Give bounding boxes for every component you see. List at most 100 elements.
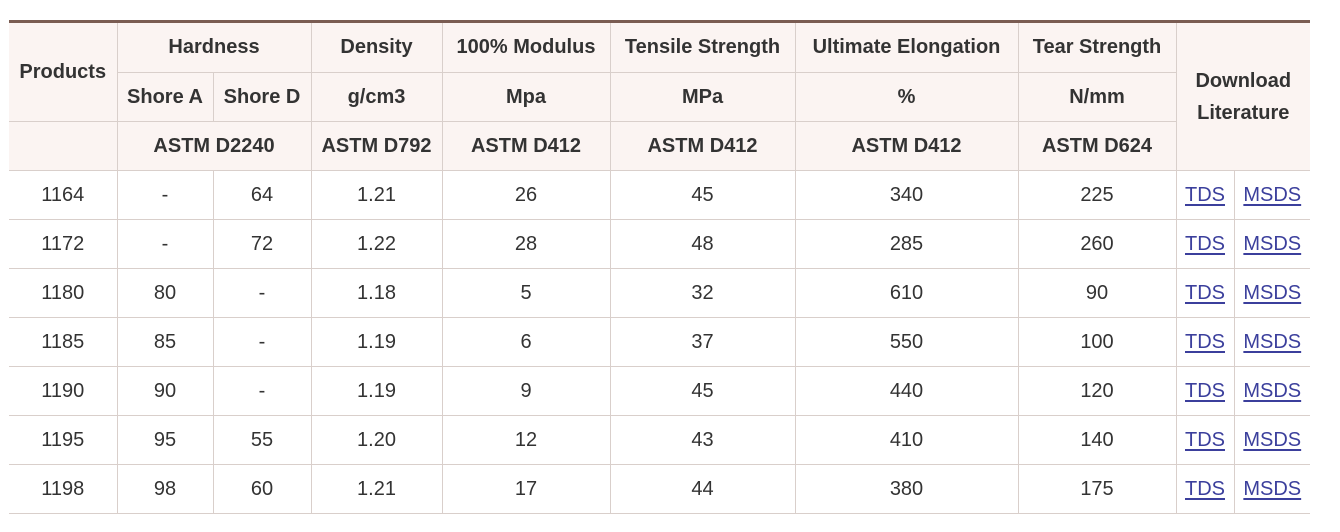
msds-link[interactable]: MSDS [1243,232,1302,255]
cell-modulus: 5 [441,268,611,318]
cell-tear: 140 [1017,415,1177,465]
table-row: 1172-72 1.22 28 48 285 260 TDS MSDS [9,219,1311,269]
cell-product: 1190 [9,366,118,416]
cell-modulus: 12 [441,415,611,465]
header-download-line2: Literature [1197,101,1290,124]
cell-density: 1.22 [310,219,443,269]
tds-link[interactable]: TDS [1185,477,1225,500]
header-download-literature: Download Literature [1175,21,1311,171]
cell-shore-a: - [116,170,214,220]
header-shore-a: Shore A [116,72,214,122]
cell-tensile: 32 [609,268,796,318]
cell-product: 1185 [9,317,118,367]
cell-density: 1.21 [310,464,443,514]
cell-tensile: 37 [609,317,796,367]
header-tear: Tear Strength [1017,21,1177,73]
table-body: 1164-64 1.21 26 45 340 225 TDS MSDS 1172-72 1.22 2… [9,170,1311,514]
cell-shore-a: 95 [116,415,214,465]
cell-shore-d: - [212,317,312,367]
cell-modulus: 9 [441,366,611,416]
cell-shore-d: 72 [212,219,312,269]
cell-product: 1172 [9,219,118,269]
cell-msds: MSDS [1233,366,1311,416]
table-row: 1198 98 60 1.21 17 44 380 175 TDS MSDS [9,464,1311,514]
cell-tensile: 45 [609,366,796,416]
header-hardness: Hardness [116,21,312,73]
cell-product: 1164 [9,170,118,220]
cell-density: 1.18 [310,268,443,318]
spec-table-container: Products Hardness Density 100% Modulus T… [9,20,1311,514]
header-tear-unit: N/mm [1017,72,1177,122]
cell-elongation: 550 [794,317,1019,367]
header-std-tensile: ASTM D412 [609,121,796,171]
cell-msds: MSDS [1233,415,1311,465]
cell-shore-a: 98 [116,464,214,514]
cell-tear: 90 [1017,268,1177,318]
cell-elongation: 440 [794,366,1019,416]
cell-shore-d: - [212,366,312,416]
cell-elongation: 610 [794,268,1019,318]
cell-tear: 100 [1017,317,1177,367]
cell-density: 1.20 [310,415,443,465]
header-density: Density [310,21,443,73]
cell-msds: MSDS [1233,317,1311,367]
cell-elongation: 340 [794,170,1019,220]
header-elongation: Ultimate Elongation [794,21,1019,73]
msds-link[interactable]: MSDS [1243,330,1302,353]
cell-elongation: 380 [794,464,1019,514]
tds-link[interactable]: TDS [1185,232,1225,255]
header-shore-d: Shore D [212,72,312,122]
cell-tds: TDS [1175,415,1235,465]
msds-link[interactable]: MSDS [1243,183,1302,206]
cell-tensile: 43 [609,415,796,465]
cell-tensile: 45 [609,170,796,220]
msds-link[interactable]: MSDS [1243,379,1302,402]
msds-link[interactable]: MSDS [1243,477,1302,500]
cell-shore-a: 90 [116,366,214,416]
cell-density: 1.19 [310,366,443,416]
msds-link[interactable]: MSDS [1243,281,1302,304]
cell-modulus: 6 [441,317,611,367]
header-std-elongation: ASTM D412 [794,121,1019,171]
header-tensile: Tensile Strength [609,21,796,73]
header-tensile-unit: MPa [609,72,796,122]
cell-shore-a: - [116,219,214,269]
tds-link[interactable]: TDS [1185,379,1225,402]
cell-tds: TDS [1175,170,1235,220]
tds-link[interactable]: TDS [1185,183,1225,206]
header-modulus: 100% Modulus [441,21,611,73]
header-standard-blank [9,121,118,171]
header-download-line1: Download [1195,69,1292,92]
table-row: 1195 95 55 1.20 12 43 410 140 TDS MSDS [9,415,1311,465]
cell-tear: 120 [1017,366,1177,416]
table-header: Products Hardness Density 100% Modulus T… [9,21,1311,171]
cell-msds: MSDS [1233,170,1311,220]
cell-density: 1.21 [310,170,443,220]
tds-link[interactable]: TDS [1185,330,1225,353]
cell-modulus: 26 [441,170,611,220]
msds-link[interactable]: MSDS [1243,428,1302,451]
tds-link[interactable]: TDS [1185,281,1225,304]
tds-link[interactable]: TDS [1185,428,1225,451]
header-std-modulus: ASTM D412 [441,121,611,171]
cell-tds: TDS [1175,464,1235,514]
cell-tds: TDS [1175,317,1235,367]
cell-tds: TDS [1175,366,1235,416]
header-density-unit: g/cm3 [310,72,443,122]
cell-elongation: 410 [794,415,1019,465]
cell-tear: 175 [1017,464,1177,514]
cell-msds: MSDS [1233,268,1311,318]
header-modulus-unit: Mpa [441,72,611,122]
cell-modulus: 17 [441,464,611,514]
header-std-density: ASTM D792 [310,121,443,171]
cell-tds: TDS [1175,268,1235,318]
cell-density: 1.19 [310,317,443,367]
cell-product: 1180 [9,268,118,318]
table-row: 1164-64 1.21 26 45 340 225 TDS MSDS [9,170,1311,220]
cell-shore-d: - [212,268,312,318]
cell-product: 1198 [9,464,118,514]
header-std-hardness: ASTM D2240 [116,121,312,171]
cell-elongation: 285 [794,219,1019,269]
header-std-tear: ASTM D624 [1017,121,1177,171]
cell-tensile: 48 [609,219,796,269]
